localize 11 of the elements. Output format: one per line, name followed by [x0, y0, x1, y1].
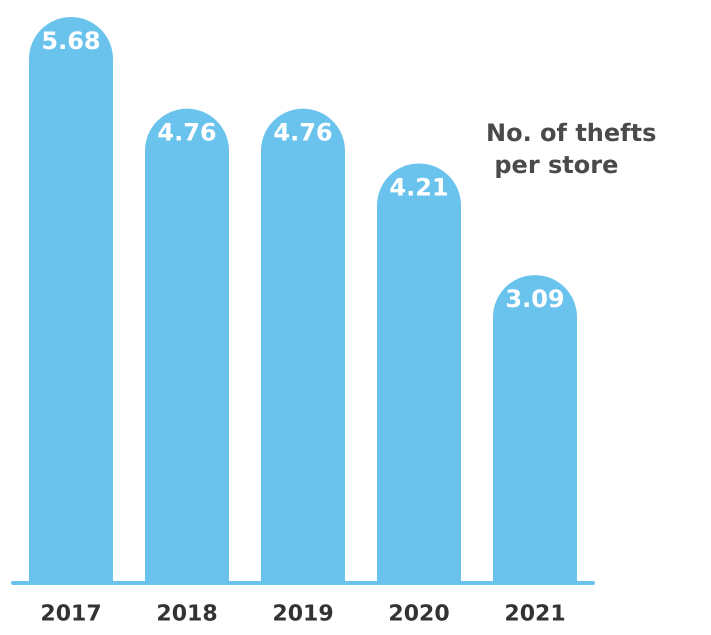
x-tick-label: 2017: [40, 602, 102, 626]
data-label: 5.68: [41, 27, 101, 55]
data-label: 3.09: [505, 285, 565, 314]
x-tick-label: 2020: [388, 602, 450, 626]
data-label: 4.21: [389, 173, 449, 202]
x-tick-label: 2019: [272, 602, 334, 626]
data-label: 4.76: [273, 118, 333, 147]
x-tick-label: 2018: [156, 602, 218, 626]
data-label: 4.76: [157, 118, 217, 147]
x-tick-label: 2021: [504, 602, 566, 626]
text: No. of thefts per store: [486, 119, 656, 179]
